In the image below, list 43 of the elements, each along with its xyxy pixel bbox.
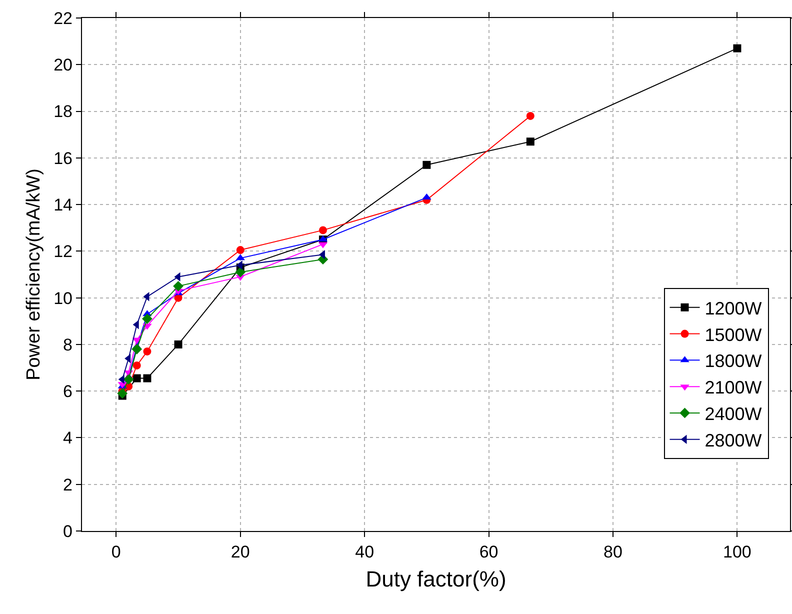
- point: [143, 347, 152, 356]
- x-tick-label: 0: [111, 542, 121, 562]
- point: [318, 226, 327, 234]
- x-tick-label: 40: [355, 542, 374, 562]
- point: [422, 160, 431, 169]
- y-tick-label: 20: [54, 56, 72, 75]
- legend-label: 1800W: [704, 351, 762, 372]
- point: [526, 138, 534, 146]
- legend-label: 2100W: [704, 378, 762, 398]
- point: [132, 344, 142, 354]
- x-tick-label: 80: [604, 542, 622, 562]
- y-tick-label: 22: [54, 8, 72, 28]
- point: [132, 361, 141, 370]
- point: [142, 314, 152, 324]
- y-tick-label: 16: [54, 148, 72, 168]
- y-tick-label: 14: [54, 196, 72, 214]
- point: [174, 340, 182, 348]
- point: [123, 374, 134, 385]
- point: [236, 246, 244, 254]
- point: [173, 280, 184, 292]
- x-tick-label: 20: [230, 542, 250, 562]
- point: [526, 112, 534, 120]
- y-tick-label: 10: [54, 288, 72, 308]
- x-tick-label: 100: [723, 542, 752, 562]
- point: [132, 374, 141, 382]
- y-tick-label: 0: [63, 522, 72, 541]
- y-tick-label: 4: [63, 428, 72, 448]
- x-axis-title: Duty factor(%): [366, 566, 506, 592]
- y-tick-label: 12: [54, 242, 72, 262]
- y-tick-label: 8: [63, 335, 72, 354]
- point: [117, 388, 128, 399]
- y-tick-label: 6: [63, 382, 72, 402]
- point: [143, 374, 152, 382]
- point: [235, 266, 246, 278]
- legend-label: 1200W: [704, 298, 762, 318]
- y-axis-title: Power efficiency(mA/kW): [23, 168, 44, 380]
- y-tick-label: 18: [54, 102, 72, 122]
- legend-label: 2800W: [704, 430, 762, 450]
- legend-label: 1500W: [704, 324, 762, 345]
- x-tick-label: 60: [479, 542, 498, 562]
- y-tick-label: 2: [63, 475, 72, 494]
- point: [733, 44, 742, 52]
- legend-label: 2400W: [704, 404, 762, 424]
